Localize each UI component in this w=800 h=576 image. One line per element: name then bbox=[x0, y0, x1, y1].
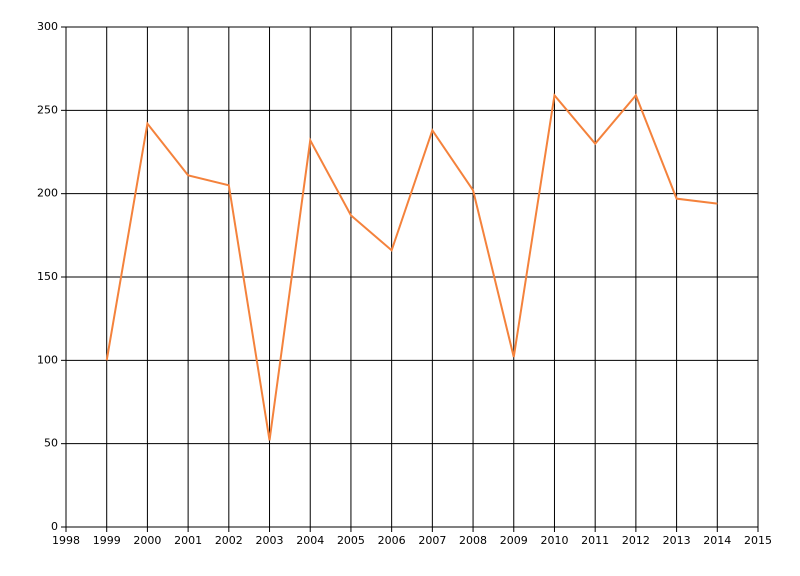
x-tick-label: 2013 bbox=[663, 534, 691, 547]
x-tick-label: 2010 bbox=[540, 534, 568, 547]
series-line bbox=[105, 93, 718, 441]
x-tick-label: 1998 bbox=[52, 534, 80, 547]
y-tick-label: 0 bbox=[51, 520, 58, 533]
x-tick-label: 2006 bbox=[378, 534, 406, 547]
y-tick-label: 300 bbox=[37, 20, 58, 33]
x-tick-label: 2002 bbox=[215, 534, 243, 547]
x-tick-label: 2004 bbox=[296, 534, 324, 547]
x-tick-label: 1999 bbox=[93, 534, 121, 547]
x-tick-label: 2001 bbox=[174, 534, 202, 547]
x-tick-label: 2015 bbox=[744, 534, 772, 547]
x-tick-label: 2003 bbox=[256, 534, 284, 547]
x-tick-label: 2008 bbox=[459, 534, 487, 547]
x-tick-label: 2014 bbox=[703, 534, 731, 547]
x-tick-label: 2000 bbox=[133, 534, 161, 547]
x-tick-label: 2005 bbox=[337, 534, 365, 547]
y-tick-label: 100 bbox=[37, 353, 58, 366]
x-tick-label: 2007 bbox=[418, 534, 446, 547]
x-tick-label: 2009 bbox=[500, 534, 528, 547]
y-tick-label: 250 bbox=[37, 103, 58, 116]
y-tick-label: 200 bbox=[37, 187, 58, 200]
x-tick-label: 2012 bbox=[622, 534, 650, 547]
x-tick-label: 2011 bbox=[581, 534, 609, 547]
y-tick-label: 50 bbox=[44, 437, 58, 450]
y-tick-label: 150 bbox=[37, 270, 58, 283]
